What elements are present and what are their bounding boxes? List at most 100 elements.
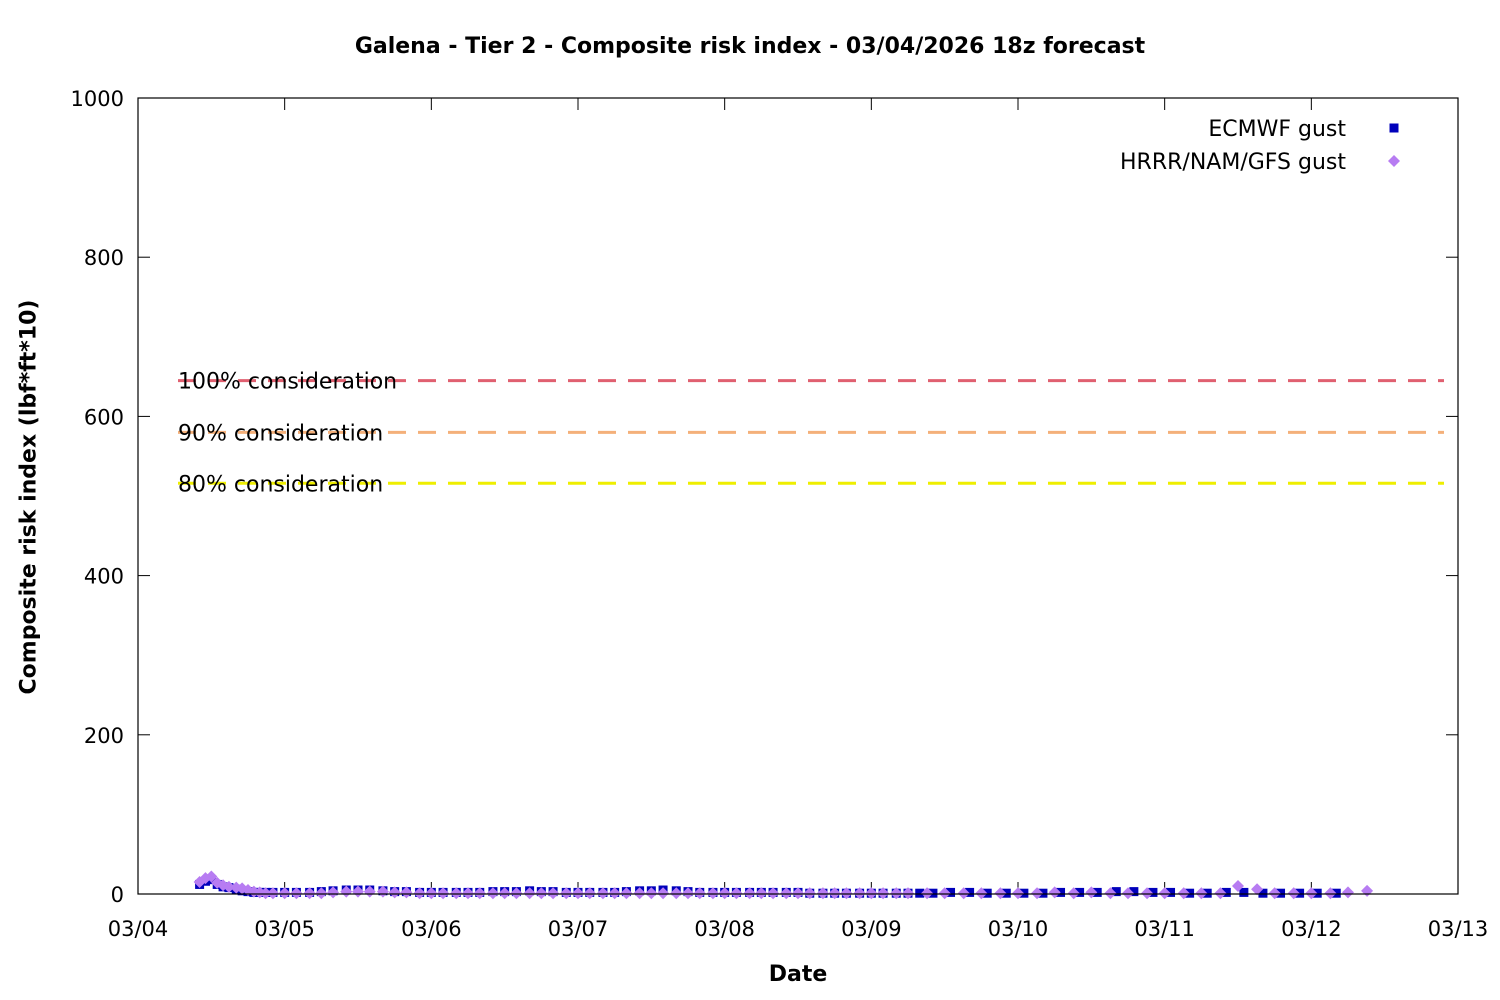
data-series <box>193 870 1374 900</box>
data-point <box>572 887 584 900</box>
y-tick-label: 600 <box>84 405 124 429</box>
data-point <box>1166 887 1176 897</box>
data-point <box>670 887 683 900</box>
x-tick-label: 03/10 <box>988 917 1049 941</box>
data-point <box>1048 886 1061 899</box>
data-point <box>816 887 829 900</box>
data-point <box>706 887 719 900</box>
data-point <box>938 887 951 900</box>
data-point <box>450 887 463 900</box>
data-point <box>388 886 401 899</box>
data-point <box>266 887 279 900</box>
data-point <box>1305 887 1318 900</box>
data-point <box>315 887 328 900</box>
y-tick-label: 200 <box>84 724 124 748</box>
data-point <box>1067 887 1080 900</box>
data-point <box>547 887 560 900</box>
data-point <box>803 887 816 900</box>
x-tick-label: 03/07 <box>548 917 609 941</box>
data-point <box>755 887 768 900</box>
data-point <box>473 887 486 900</box>
data-point <box>994 887 1007 900</box>
data-point <box>1232 880 1244 893</box>
data-point <box>583 887 596 900</box>
data-point <box>462 887 474 900</box>
data-point <box>596 887 609 900</box>
data-point <box>1141 887 1154 900</box>
x-axis-label: Date <box>768 962 828 987</box>
data-point <box>1075 887 1085 897</box>
data-point <box>560 887 573 900</box>
y-tick-label: 800 <box>84 246 124 270</box>
data-point <box>1251 883 1264 896</box>
data-point <box>363 885 376 898</box>
data-point <box>865 887 878 900</box>
data-point <box>657 887 670 900</box>
data-point <box>792 887 804 900</box>
data-point <box>1258 888 1268 898</box>
data-point <box>437 887 450 900</box>
x-tick-label: 03/09 <box>841 917 902 941</box>
data-point <box>1324 887 1337 900</box>
x-tick-label: 03/12 <box>1281 917 1342 941</box>
plot-frame <box>137 97 1459 895</box>
data-point <box>425 887 438 900</box>
data-point <box>921 887 934 900</box>
reference-line-label: 100% consideration <box>178 370 397 395</box>
legend-label: ECMWF gust <box>1208 117 1346 142</box>
data-point <box>965 887 975 897</box>
x-tick-label: 03/13 <box>1428 917 1489 941</box>
data-point <box>1287 887 1300 900</box>
data-point <box>1148 887 1158 897</box>
data-point <box>1221 887 1231 897</box>
data-point <box>902 887 914 900</box>
legend-marker <box>1389 123 1399 133</box>
data-point <box>205 870 218 883</box>
x-tick-label: 03/06 <box>401 917 462 941</box>
data-point <box>1158 887 1171 900</box>
data-point <box>523 887 536 900</box>
series-hrrr-nam-gfs-gust <box>193 870 1374 900</box>
data-point <box>957 887 970 900</box>
data-point <box>413 887 426 900</box>
data-point <box>1214 887 1227 900</box>
data-point <box>645 887 658 900</box>
data-point <box>915 888 925 898</box>
data-point <box>278 887 291 900</box>
data-point <box>1122 887 1134 900</box>
data-point <box>1111 887 1121 897</box>
data-point <box>510 887 523 900</box>
data-point <box>1177 887 1190 900</box>
data-point <box>1268 887 1281 900</box>
data-point <box>890 887 903 900</box>
data-point <box>498 887 511 900</box>
legend-marker <box>1388 155 1400 167</box>
data-point <box>718 887 731 900</box>
data-point <box>840 887 853 900</box>
reference-lines: 100% consideration 90% consideration 80% c… <box>178 370 1444 497</box>
x-tick-label: 03/11 <box>1134 917 1195 941</box>
data-point <box>730 887 743 900</box>
data-point <box>376 885 389 898</box>
data-point <box>535 887 548 900</box>
reference-line-label: 80% consideration <box>178 472 383 497</box>
data-point <box>400 886 413 899</box>
data-point <box>1104 887 1117 900</box>
y-tick-label: 400 <box>84 565 124 589</box>
data-point <box>1195 887 1208 900</box>
data-point <box>303 887 316 900</box>
data-point <box>975 887 988 900</box>
data-point <box>1129 887 1139 897</box>
data-point <box>946 887 956 897</box>
x-tick-label: 03/04 <box>108 917 169 941</box>
data-point <box>767 887 780 900</box>
data-point <box>222 880 235 893</box>
data-point <box>608 887 621 900</box>
data-point <box>780 887 793 900</box>
data-point <box>620 887 633 900</box>
data-point <box>682 887 694 900</box>
data-point <box>693 887 706 900</box>
data-point <box>352 885 364 898</box>
data-point <box>290 887 303 900</box>
data-point <box>1239 887 1249 897</box>
